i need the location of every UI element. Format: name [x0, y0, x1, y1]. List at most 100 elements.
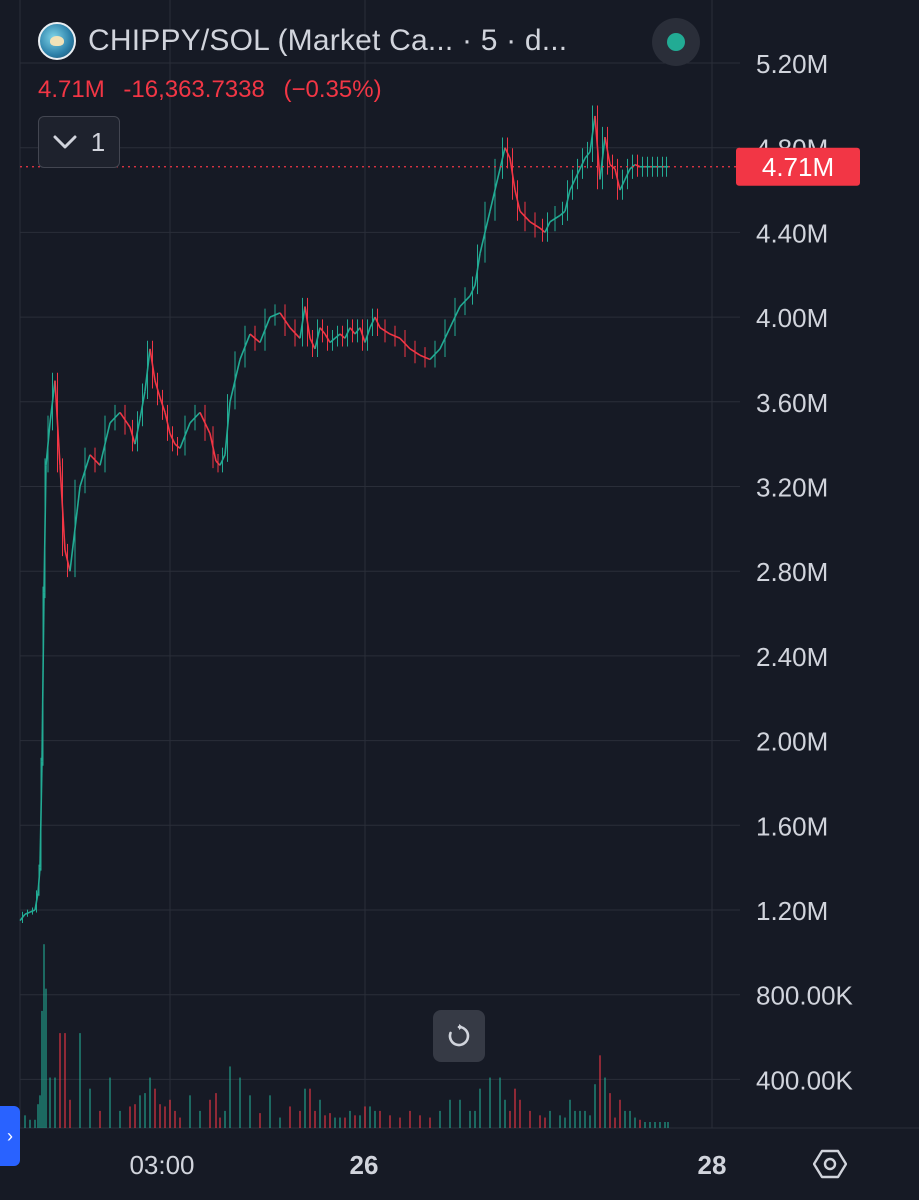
candle-body — [89, 454, 101, 466]
settings-hexagon-icon — [813, 1149, 847, 1179]
volume-bar — [469, 1110, 471, 1128]
volume-bar — [624, 1110, 626, 1128]
volume-bar — [369, 1106, 371, 1128]
volume-bar — [649, 1122, 651, 1128]
y-tick-label: 1.20M — [756, 896, 828, 926]
volume-bar — [159, 1104, 161, 1128]
chevron-down-icon — [53, 135, 77, 149]
volume-bar — [299, 1110, 301, 1128]
volume-bar — [504, 1099, 506, 1128]
volume-bar — [599, 1055, 601, 1128]
volume-bar — [659, 1122, 661, 1128]
candle-body — [49, 380, 56, 424]
volume-bar — [269, 1095, 271, 1128]
volume-bar — [569, 1099, 571, 1128]
volume-bar — [24, 1115, 26, 1128]
volume-bar — [479, 1088, 481, 1128]
y-tick-label: 1.60M — [756, 811, 828, 841]
candle-body — [39, 761, 43, 868]
candle-body — [79, 454, 91, 487]
candle-body — [369, 316, 376, 329]
volume-bar — [654, 1122, 656, 1128]
candle-body — [19, 913, 26, 922]
token-avatar-icon — [38, 22, 76, 60]
volume-bar — [389, 1115, 391, 1128]
volume-bar — [29, 1119, 31, 1128]
candle-body — [529, 221, 541, 229]
side-panel-toggle[interactable]: › — [0, 1106, 20, 1166]
candle-body — [559, 210, 566, 217]
candle-body — [164, 412, 171, 434]
candle-body — [519, 210, 531, 223]
candle-body — [459, 295, 471, 308]
volume-bar — [429, 1117, 431, 1128]
volume-bar — [149, 1077, 151, 1128]
volume-bar — [139, 1095, 141, 1128]
volume-bar — [589, 1115, 591, 1128]
candle-body — [374, 316, 381, 329]
x-axis: 03:00 26 28 — [129, 1150, 726, 1180]
price-badge-label: 4.71M — [762, 152, 834, 182]
candle-body — [34, 892, 39, 911]
candle-body — [269, 312, 281, 318]
volume-bar — [324, 1115, 326, 1128]
candle-body — [449, 306, 461, 329]
candle-body — [379, 327, 391, 335]
candle-body — [41, 592, 45, 762]
volume-bar — [289, 1106, 291, 1128]
volume-bar — [399, 1117, 401, 1128]
symbol-row[interactable]: CHIPPY/SOL (Market Ca... · 5 · d... — [38, 22, 567, 60]
candle-body — [259, 316, 271, 343]
candle-body — [159, 397, 166, 413]
chart-header: CHIPPY/SOL (Market Ca... · 5 · d... 4.71… — [0, 0, 919, 120]
volume-bar — [64, 1033, 66, 1128]
y-tick-label: 3.20M — [756, 473, 828, 503]
volume-bar — [334, 1117, 336, 1128]
candle-body — [314, 327, 321, 350]
candle-body — [29, 909, 36, 913]
chart-settings-button[interactable] — [808, 1142, 852, 1186]
change-value: -16,363.7338 — [123, 76, 265, 103]
candle-body — [334, 333, 341, 339]
symbol-title: CHIPPY/SOL (Market Ca... · 5 · d... — [88, 24, 568, 57]
volume-bar — [215, 1093, 217, 1128]
candle-body — [99, 422, 111, 466]
volume-bar — [594, 1084, 596, 1128]
candle-body — [229, 359, 241, 402]
volume-bar — [179, 1117, 181, 1128]
candle-body — [549, 214, 561, 223]
volume-bar — [529, 1110, 531, 1128]
candle-body — [499, 147, 506, 170]
volume-bar — [364, 1106, 366, 1128]
volume-bar — [259, 1113, 261, 1128]
price-candles — [19, 105, 668, 924]
candle-body — [609, 164, 616, 170]
volume-bar — [169, 1099, 171, 1128]
candle-body — [319, 327, 326, 335]
candle-body — [169, 433, 176, 445]
candle-body — [43, 465, 47, 593]
volume-bar — [344, 1117, 346, 1128]
candle-body — [364, 327, 371, 343]
volume-bar — [609, 1093, 611, 1128]
candle-body — [349, 327, 356, 335]
indicators-collapse-button[interactable]: 1 — [38, 116, 120, 168]
candle-body — [37, 867, 41, 894]
quote-line: 4.71M -16,363.7338 (−0.35%) — [38, 76, 394, 104]
volume-bar — [109, 1077, 111, 1128]
volume-bar — [37, 1104, 39, 1128]
candle-body — [224, 401, 231, 455]
volume-bar — [354, 1115, 356, 1128]
candle-body — [354, 327, 361, 335]
candle-body — [154, 380, 161, 398]
volume-bar — [199, 1110, 201, 1128]
chevron-right-icon: › — [7, 1125, 13, 1146]
volume-bar — [514, 1088, 516, 1128]
candle-body — [359, 327, 366, 343]
volume-bar — [644, 1122, 646, 1128]
candle-body — [469, 284, 476, 297]
reset-chart-button[interactable] — [433, 1010, 485, 1062]
market-status-button[interactable] — [652, 18, 700, 66]
volume-bar — [509, 1110, 511, 1128]
